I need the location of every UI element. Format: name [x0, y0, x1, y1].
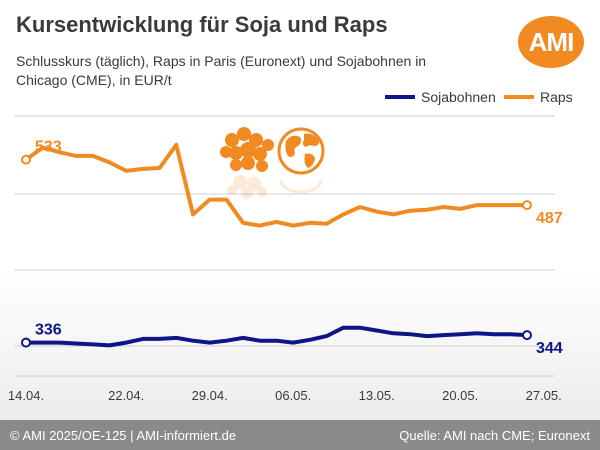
end-point-sojabohnen	[522, 330, 532, 341]
globe-reflection-icon	[279, 179, 323, 194]
end-value-label-sojabohnen: 344	[536, 340, 563, 357]
x-tick-label: 13.05.	[359, 388, 395, 403]
legend-item-sojabohnen: Sojabohnen	[385, 89, 496, 105]
x-axis-labels: 14.04. 22.04. 29.04. 06.05. 13.05. 20.05. 27.0…	[8, 388, 562, 403]
rapeseed-flower-icon	[220, 127, 274, 172]
start-value-label-raps: 533	[35, 139, 62, 156]
legend-swatch-raps	[504, 95, 534, 99]
x-tick-label: 20.05.	[442, 388, 478, 403]
footer-copyright: © AMI 2025/OE-125 | AMI-informiert.de	[10, 428, 237, 443]
x-tick-label: 06.05.	[275, 388, 311, 403]
ami-logo: AMI	[518, 16, 584, 68]
globe-icon	[277, 127, 325, 175]
illustration	[220, 127, 325, 199]
legend-label-sojabohnen: Sojabohnen	[421, 89, 496, 105]
start-point-sojabohnen	[21, 337, 31, 348]
legend: Sojabohnen Raps	[0, 89, 600, 109]
series-line-raps	[24, 142, 529, 228]
x-tick-label: 22.04.	[108, 388, 144, 403]
legend-item-raps: Raps	[504, 89, 573, 105]
chart-subtitle: Schlusskurs (täglich), Raps in Paris (Eu…	[16, 53, 427, 88]
x-tick-label: 27.05.	[526, 388, 562, 403]
endpoint-markers	[21, 154, 532, 348]
series-line-sojabohnen	[24, 325, 529, 348]
line-chart: 14.04. 22.04. 29.04. 06.05. 13.05. 20.05. 27.0…	[8, 115, 563, 403]
rapeseed-reflection-icon	[227, 175, 267, 199]
footer-source: Quelle: AMI nach CME; Euronext	[399, 428, 590, 443]
value-labels: 336 344 533 487	[35, 139, 563, 358]
start-point-raps	[21, 154, 31, 165]
end-value-label-raps: 487	[536, 210, 563, 227]
x-tick-label: 29.04.	[192, 388, 228, 403]
legend-label-raps: Raps	[540, 89, 573, 105]
chart-title: Kursentwicklung für Soja und Raps	[16, 12, 388, 37]
footer-bar: © AMI 2025/OE-125 | AMI-informiert.de Qu…	[0, 420, 600, 450]
series-lines	[24, 142, 529, 348]
legend-swatch-sojabohnen	[385, 95, 415, 99]
gridlines	[14, 115, 555, 377]
x-tick-label: 14.04.	[8, 388, 44, 403]
start-value-label-sojabohnen: 336	[35, 322, 62, 339]
end-point-raps	[522, 200, 532, 211]
